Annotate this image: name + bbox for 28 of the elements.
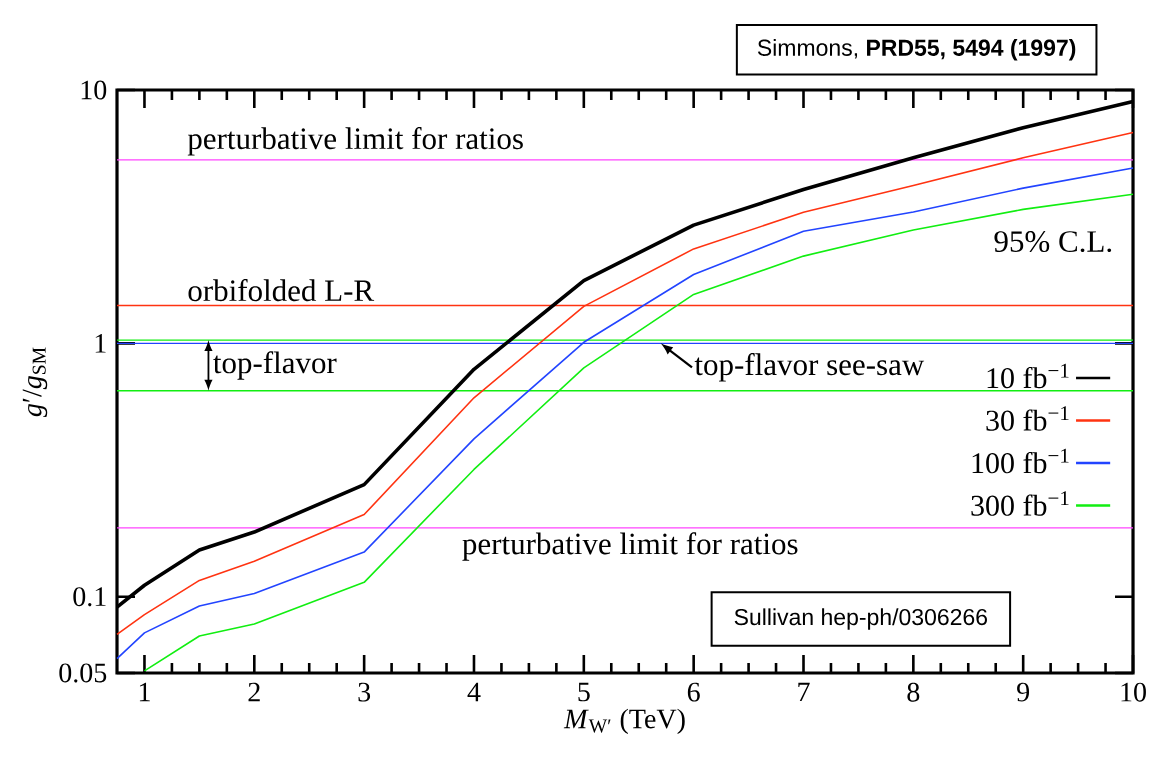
x-tick-label: 9	[1017, 682, 1030, 702]
x-tick-label: 1	[139, 682, 150, 702]
legend-label: 30 fb$^{−1}$	[986, 406, 1069, 431]
annotation: top-flavor see-saw	[694, 353, 925, 382]
text: Simmons, PRD55, 5494 (1997)	[757, 39, 1076, 61]
x-tick-label: 10	[1121, 682, 1146, 702]
legend-label: 10 fb$^{−1}$	[987, 363, 1069, 389]
annotation: Sullivan hep-ph/0306266	[734, 608, 987, 630]
y-tick-label: 0.05	[59, 663, 107, 683]
ref-line-label: perturbative limit for ratios	[462, 532, 798, 561]
annotation: top-flavor	[213, 351, 337, 380]
y-tick-label: 1	[95, 334, 106, 353]
x-tick-label: 2	[248, 682, 260, 702]
x-tick-label: 3	[358, 682, 371, 702]
x-tick-label: 5	[578, 682, 590, 702]
x-tick-label: 6	[687, 682, 700, 702]
ref-line-label: orbifolded L-R	[188, 279, 375, 302]
y-axis-title: g′/g$_{SM}$	[22, 347, 48, 418]
y-tick-label: 10	[81, 80, 107, 100]
x-axis-title: M$_{W′}$ (TeV)	[563, 708, 685, 735]
x-tick-label: 8	[907, 682, 920, 702]
annotation: 95% C.L.	[994, 231, 1112, 253]
y-tick-label: 0.1	[73, 587, 106, 607]
legend-label: 100 fb$^{−1}$	[972, 448, 1069, 474]
ref-line-label: perturbative limit for ratios	[187, 127, 523, 156]
legend-label: 300 fb$^{−1}$	[971, 491, 1069, 516]
x-tick-label: 7	[798, 682, 810, 702]
x-tick-label: 4	[467, 682, 481, 702]
